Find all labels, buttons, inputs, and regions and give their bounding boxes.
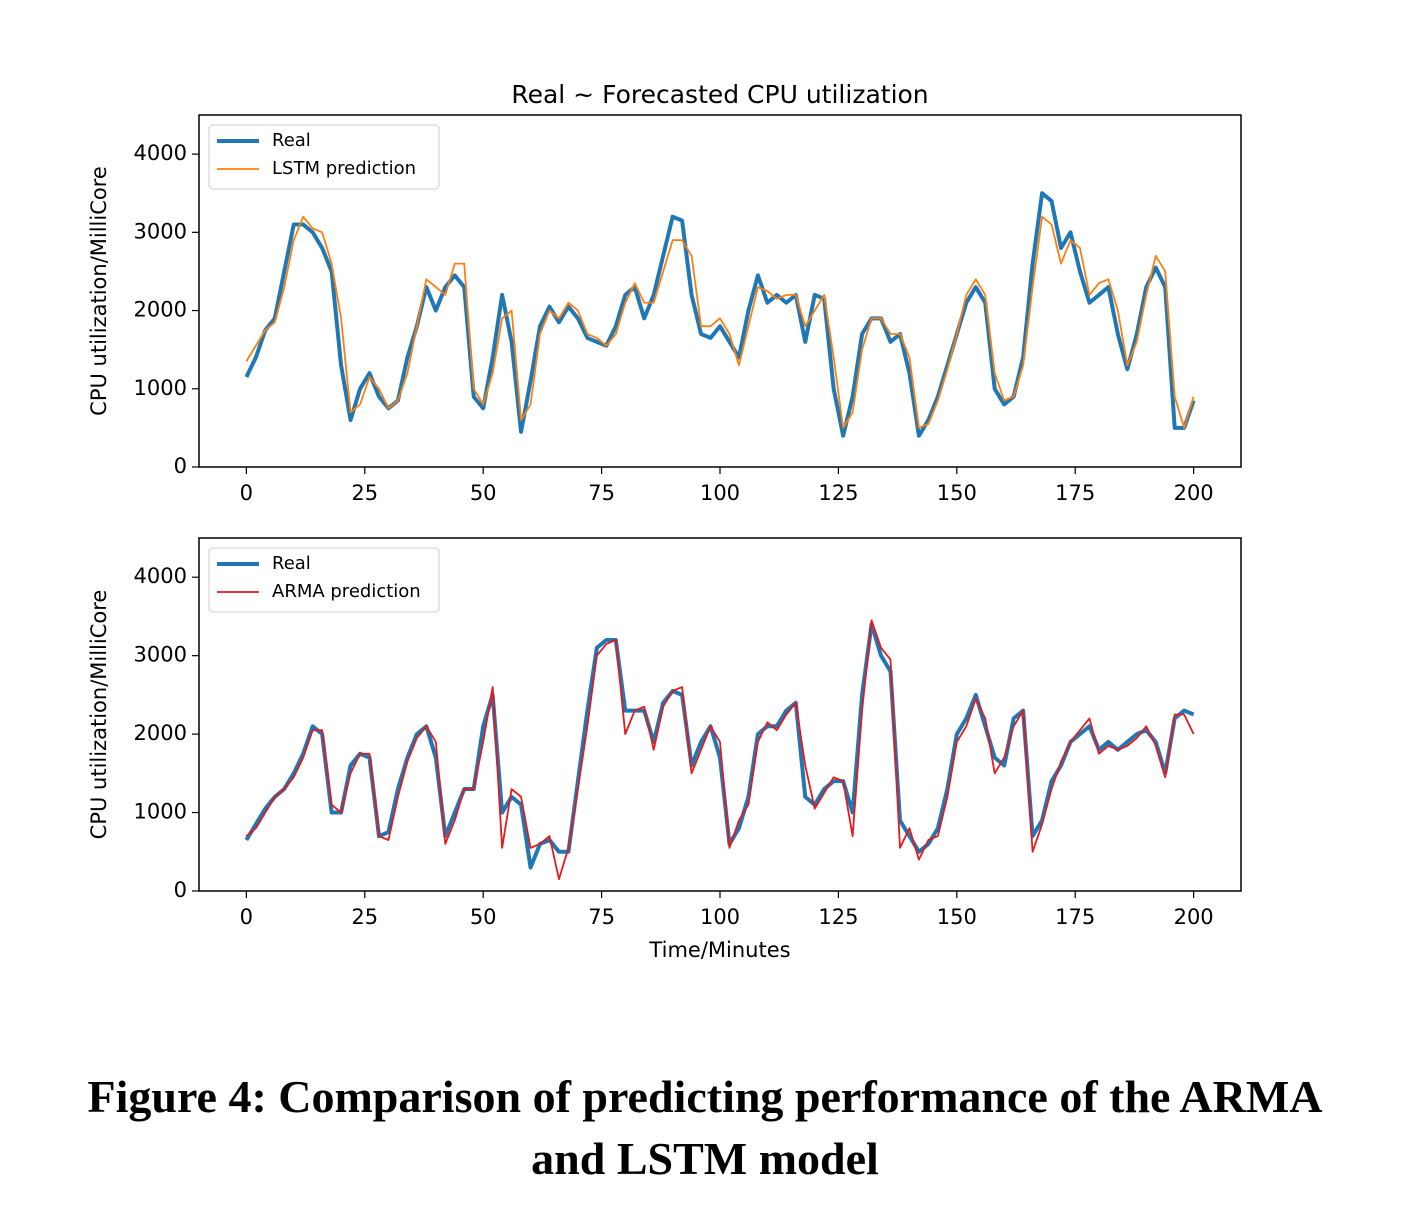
legend-label: ARMA prediction (272, 581, 421, 602)
y-tick-label: 4000 (134, 141, 187, 165)
legend-label: LSTM prediction (272, 158, 416, 179)
x-tick-label: 175 (1055, 905, 1095, 929)
y-tick-label: 3000 (134, 219, 187, 243)
x-tick-label: 25 (351, 481, 378, 505)
x-tick-label: 100 (700, 905, 740, 929)
chart-title: Real ~ Forecasted CPU utilization (511, 80, 928, 109)
x-tick-label: 150 (937, 905, 977, 929)
x-tick-label: 50 (470, 481, 497, 505)
x-tick-label: 100 (700, 481, 740, 505)
series-line (245, 215, 1195, 429)
y-tick-label: 4000 (134, 564, 187, 588)
y-tick-label: 0 (174, 454, 187, 478)
x-tick-label: 75 (588, 481, 615, 505)
x-tick-label: 125 (818, 481, 858, 505)
series-line (245, 619, 1195, 881)
caption: Figure 4: Comparison of predicting perfo… (87, 1071, 1323, 1184)
x-axis-label: Time/Minutes (648, 938, 790, 962)
x-tick-label: 0 (240, 481, 253, 505)
y-tick-label: 2000 (134, 721, 187, 745)
x-tick-label: 50 (470, 905, 497, 929)
plot-frame (198, 537, 1242, 892)
y-axis-label: CPU utilization/MilliCore (87, 590, 111, 840)
series-line (244, 622, 1195, 870)
legend-box (208, 124, 440, 190)
x-tick-label: 200 (1174, 905, 1214, 929)
y-tick-label: 0 (174, 878, 187, 902)
y-axis-label: CPU utilization/MilliCore (87, 166, 111, 416)
legend-label: Real (272, 553, 311, 574)
plot-frame (198, 114, 1242, 468)
figure: Real ~ Forecasted CPU utilization CPU uti… (87, 80, 1242, 962)
y-tick-label: 2000 (134, 298, 187, 322)
x-tick-label: 25 (351, 905, 378, 929)
legend-box (208, 547, 440, 613)
legend-label: Real (272, 130, 311, 151)
x-tick-label: 75 (588, 905, 615, 929)
y-tick-label: 1000 (134, 376, 187, 400)
y-tick-label: 1000 (134, 800, 187, 824)
x-tick-label: 175 (1055, 481, 1095, 505)
x-tick-label: 0 (240, 905, 253, 929)
y-tick-label: 3000 (134, 643, 187, 667)
x-tick-label: 200 (1174, 481, 1214, 505)
series-line (244, 191, 1196, 438)
x-tick-label: 125 (818, 905, 858, 929)
x-tick-label: 150 (937, 481, 977, 505)
